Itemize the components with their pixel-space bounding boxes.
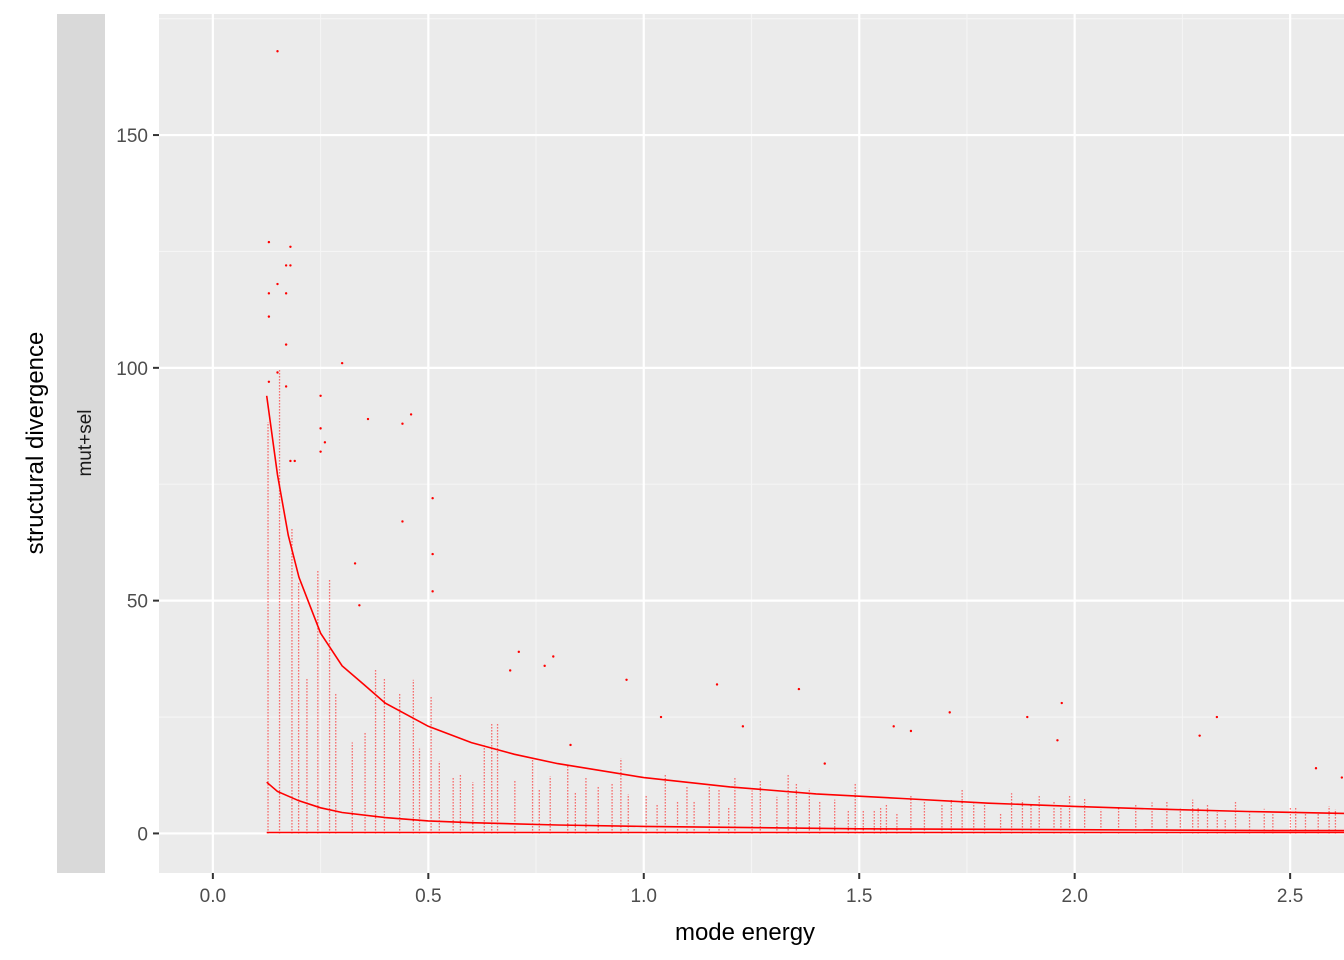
data-point — [1198, 734, 1201, 737]
data-point — [401, 520, 404, 523]
data-point — [823, 762, 826, 765]
data-points — [267, 50, 1344, 779]
facet-strip-label: mut+sel — [75, 409, 96, 476]
data-point — [293, 459, 296, 463]
data-point — [1060, 701, 1063, 705]
data-point — [284, 385, 288, 388]
data-point — [409, 413, 413, 416]
data-point — [358, 604, 361, 607]
data-point — [1314, 767, 1318, 770]
x-axis-title: mode energy — [675, 919, 815, 946]
data-point — [267, 315, 271, 318]
data-point — [267, 240, 271, 244]
x-tick-label: 2.5 — [1277, 886, 1303, 907]
data-point — [715, 683, 719, 686]
data-point — [797, 687, 801, 691]
data-point — [319, 394, 322, 397]
x-tick-label: 2.0 — [1061, 886, 1087, 907]
data-point — [431, 590, 434, 593]
data-point — [543, 664, 546, 668]
data-point — [508, 669, 512, 672]
tick-labels: 0.0 0.5 1.0 1.5 2.0 2.5 0 50 100 150 — [116, 126, 1303, 907]
data-point — [276, 282, 279, 286]
data-point — [741, 725, 745, 728]
data-point — [569, 743, 572, 747]
facet-strip — [57, 14, 105, 873]
x-tick-label: 1.5 — [846, 886, 872, 907]
trend-line-2 — [266, 781, 1344, 832]
data-point — [1026, 715, 1029, 719]
data-point — [625, 678, 628, 681]
axis-ticks — [153, 134, 1292, 879]
x-tick-label: 1.0 — [631, 886, 657, 907]
trend-lines — [265, 395, 1344, 834]
data-point — [289, 245, 292, 248]
data-point — [276, 371, 279, 374]
data-point — [892, 725, 895, 728]
data-point — [319, 450, 322, 453]
trend-line-1 — [265, 395, 1344, 815]
data-point — [284, 292, 288, 295]
data-point — [948, 711, 951, 714]
data-point — [289, 264, 292, 267]
data-point — [267, 380, 271, 384]
data-point — [1215, 715, 1219, 719]
data-point — [431, 497, 434, 500]
data-point — [267, 292, 271, 295]
x-tick-label: 0.5 — [415, 886, 441, 907]
data-point — [289, 459, 292, 463]
y-tick-label: 0 — [137, 824, 148, 845]
data-point — [366, 417, 370, 421]
y-tick-label: 100 — [116, 359, 148, 380]
data-point — [340, 361, 344, 365]
data-point — [659, 715, 663, 719]
data-point — [323, 441, 327, 444]
x-tick-label: 0.0 — [200, 886, 226, 907]
data-point — [284, 343, 288, 346]
data-point — [431, 552, 434, 556]
data-point — [1340, 776, 1344, 779]
data-point — [1056, 739, 1059, 742]
y-tick-label: 50 — [127, 592, 148, 613]
data-point — [401, 422, 404, 425]
point-stripes — [267, 370, 1337, 834]
data-point — [517, 650, 521, 654]
y-axis-title: structural divergence — [22, 332, 49, 555]
y-tick-label: 150 — [116, 126, 148, 147]
data-point — [319, 427, 322, 430]
data-point — [276, 50, 279, 53]
data-point — [284, 264, 288, 267]
data-point — [353, 562, 357, 565]
data-point — [909, 729, 913, 733]
data-point — [552, 655, 555, 658]
